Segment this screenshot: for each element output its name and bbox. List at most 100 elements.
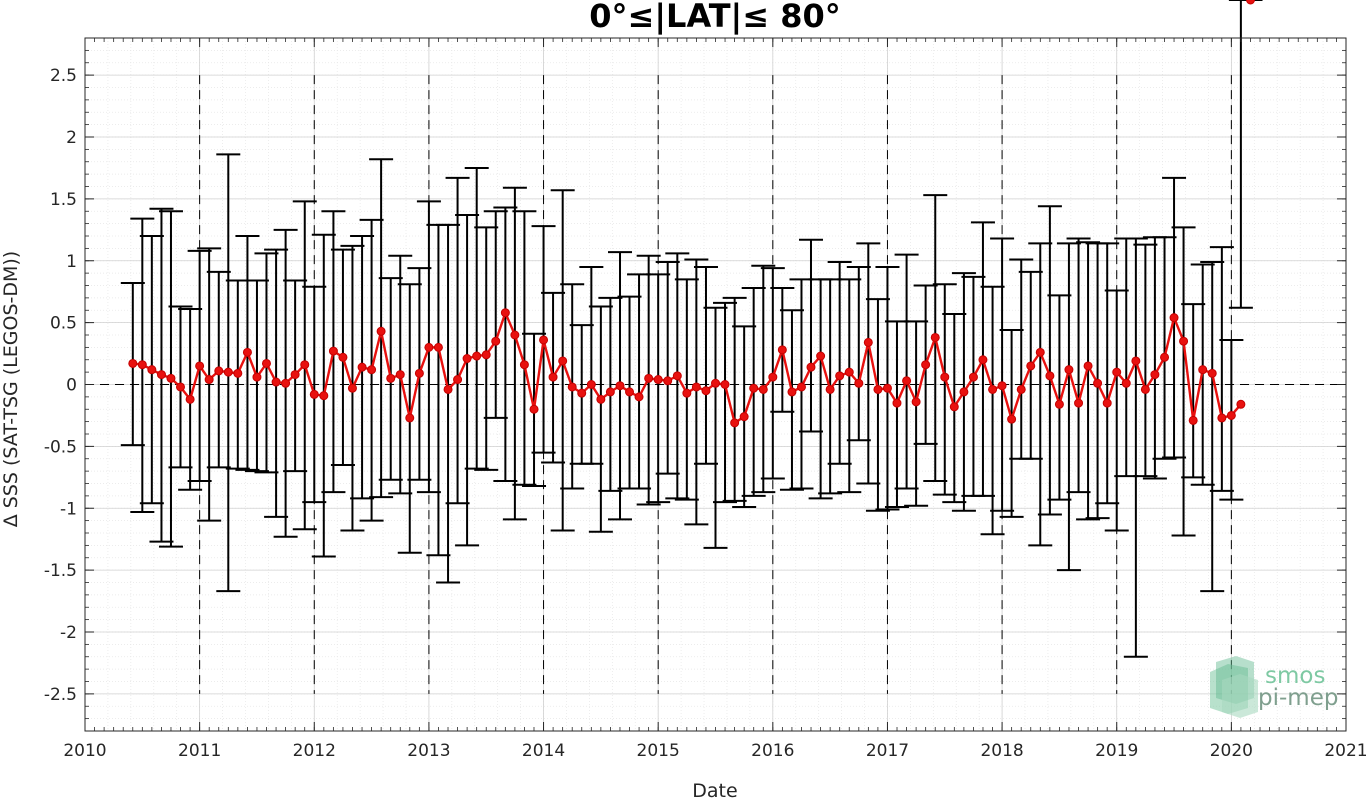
y-tick-label: 2 — [66, 128, 77, 148]
data-point — [500, 308, 510, 318]
series-mean-delta-sss — [128, 0, 1256, 428]
error-bar — [779, 309, 804, 491]
error-bar — [1028, 242, 1053, 547]
data-point — [921, 360, 931, 370]
data-point — [1083, 361, 1093, 371]
data-point — [806, 362, 816, 372]
data-point — [261, 358, 271, 368]
data-point — [567, 382, 577, 392]
data-point — [720, 380, 730, 389]
data-point — [405, 413, 415, 423]
data-point — [1188, 415, 1198, 425]
x-tick-label: 2010 — [63, 741, 106, 761]
error-bar — [1104, 289, 1129, 532]
data-point — [376, 326, 386, 336]
y-tick-label: -0.5 — [44, 437, 77, 457]
error-bar — [990, 237, 1015, 512]
error-bar — [846, 265, 871, 442]
y-tick-labels: -2.5 -2 -1.5 -1 -0.5 0 0.5 1 1.5 2 2.5 — [44, 66, 77, 705]
data-point — [1121, 378, 1131, 388]
data-point — [510, 330, 520, 340]
error-bar — [1133, 243, 1158, 478]
data-point — [1016, 384, 1026, 394]
x-tick-label: 2011 — [178, 741, 221, 761]
data-point — [1160, 352, 1170, 362]
data-point — [653, 375, 663, 385]
data-point — [558, 356, 568, 366]
error-bar — [646, 273, 671, 504]
data-point — [691, 382, 701, 392]
x-tick-label: 2021 — [1324, 741, 1367, 761]
data-point — [1064, 365, 1074, 375]
error-bar — [655, 260, 680, 475]
error-bar — [588, 305, 613, 533]
error-bar — [1095, 242, 1120, 505]
data-point — [548, 372, 558, 382]
x-tick-label: 2017 — [866, 741, 909, 761]
data-point — [462, 354, 472, 364]
data-point — [185, 394, 195, 404]
data-point — [882, 383, 892, 393]
error-bar — [474, 226, 499, 471]
x-tick-label: 2012 — [293, 741, 336, 761]
data-point — [472, 351, 482, 361]
x-tick-labels: 2010 2011 2012 2013 2014 2015 2016 2017 2018 2019… — [63, 741, 1367, 761]
data-point — [156, 370, 166, 380]
y-tick-label: -2.5 — [44, 685, 77, 705]
error-bar — [579, 265, 604, 465]
error-bar — [512, 210, 537, 486]
data-point — [988, 384, 998, 394]
data-point — [1150, 370, 1160, 380]
smos-pi-mep-logo: smos pi-mep — [1210, 656, 1338, 718]
y-axis-label: Δ SSS (SAT-TSG (LEGOS-DM)) — [0, 251, 22, 527]
data-point — [414, 368, 424, 378]
data-point — [481, 350, 491, 360]
data-point — [328, 346, 338, 356]
data-point — [949, 402, 959, 412]
data-point — [309, 389, 319, 399]
error-bar — [1200, 260, 1225, 593]
data-point — [319, 391, 329, 401]
error-bar — [1037, 205, 1062, 516]
data-point — [596, 394, 606, 404]
data-point — [844, 367, 854, 377]
error-bar — [1181, 303, 1206, 479]
data-point — [424, 342, 434, 352]
error-bar — [502, 186, 527, 521]
error-bar — [1066, 237, 1091, 494]
data-point — [787, 387, 797, 397]
data-point — [959, 387, 969, 397]
data-point — [644, 373, 654, 383]
data-point — [214, 366, 224, 376]
data-point — [395, 370, 405, 380]
data-point — [1026, 361, 1036, 371]
data-point — [252, 372, 262, 382]
data-point — [1045, 371, 1055, 381]
error-bar — [837, 278, 862, 494]
data-point — [1236, 399, 1246, 409]
y-tick-label: -2 — [60, 623, 77, 643]
data-point — [911, 397, 921, 407]
data-point — [433, 342, 443, 352]
x-tick-label: 2020 — [1210, 741, 1253, 761]
data-point — [519, 360, 529, 370]
error-bar — [684, 258, 709, 526]
error-bar — [693, 265, 718, 465]
error-bar — [904, 320, 929, 507]
data-point — [357, 362, 367, 372]
data-point — [634, 392, 644, 402]
data-point — [1093, 378, 1103, 388]
error-bar — [722, 296, 747, 502]
x-tick-label: 2014 — [522, 741, 565, 761]
year-marker-lines — [199, 75, 1232, 694]
data-point — [137, 360, 147, 370]
error-bar — [197, 247, 222, 522]
data-point — [863, 337, 873, 347]
data-point — [892, 398, 902, 408]
data-point — [166, 373, 176, 383]
data-point — [615, 381, 625, 391]
data-point — [147, 365, 157, 375]
data-point — [347, 383, 357, 393]
data-point — [997, 381, 1007, 391]
